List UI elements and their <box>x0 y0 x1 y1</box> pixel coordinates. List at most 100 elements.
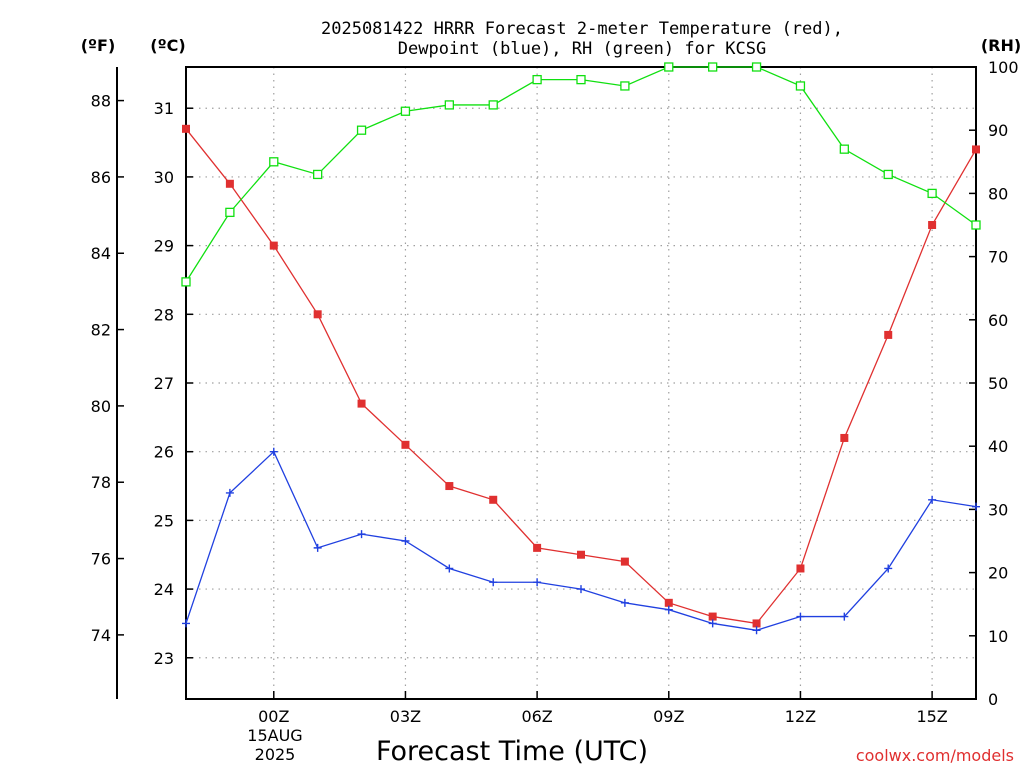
data-point <box>357 399 366 408</box>
celsius-tick-label: 30 <box>154 168 174 187</box>
axes: 74 76 78 80 82 84 86 88 23 24 25 26 27 28 29 30 31 0 10 20 3… <box>91 58 1019 726</box>
fahrenheit-tick-label: 88 <box>91 92 111 111</box>
x-tick-label: 03Z <box>390 707 421 726</box>
celsius-tick-label: 26 <box>154 443 174 462</box>
series-dewpoint <box>182 447 980 635</box>
fahrenheit-tick-label: 82 <box>91 321 111 340</box>
rh-tick-label: 70 <box>988 248 1008 267</box>
x-tick-label: 09Z <box>653 707 684 726</box>
celsius-unit-label: (ºC) <box>150 36 185 55</box>
data-point <box>577 585 585 594</box>
data-point <box>795 81 806 91</box>
celsius-tick-label: 23 <box>154 649 174 668</box>
date-label-year: 2025 <box>255 745 296 764</box>
data-point <box>269 241 278 250</box>
data-point <box>181 277 191 287</box>
rh-tick-label: 10 <box>988 627 1008 646</box>
data-point <box>182 124 190 133</box>
data-point <box>401 537 410 545</box>
fahrenheit-tick-label: 74 <box>91 626 111 645</box>
data-point <box>928 495 937 504</box>
fahrenheit-tick-label: 80 <box>91 397 111 416</box>
data-point <box>752 619 761 628</box>
x-tick-label: 12Z <box>785 707 816 726</box>
data-point <box>357 530 366 539</box>
x-axis-label: Forecast Time (UTC) <box>376 736 648 767</box>
data-point <box>488 100 498 110</box>
rh-tick-label: 0 <box>988 690 998 709</box>
data-point <box>313 310 322 319</box>
series-rh <box>181 62 981 287</box>
rh-tick-label: 80 <box>988 184 1008 203</box>
celsius-tick-label: 28 <box>154 305 174 324</box>
data-point <box>532 74 542 85</box>
data-point <box>796 612 805 621</box>
rh-unit-label: (RH) <box>981 36 1021 55</box>
data-point <box>356 125 367 135</box>
data-point <box>972 502 980 511</box>
data-point <box>708 619 717 628</box>
series-layer <box>181 62 981 635</box>
fahrenheit-tick-label: 78 <box>91 473 111 492</box>
data-point <box>840 612 849 621</box>
data-point <box>664 598 673 607</box>
data-point <box>444 100 454 110</box>
data-point <box>225 179 234 188</box>
celsius-tick-label: 25 <box>154 511 174 530</box>
rh-tick-label: 40 <box>988 437 1008 456</box>
series-temperature <box>182 124 980 628</box>
data-point <box>620 557 629 566</box>
data-point <box>708 612 717 621</box>
data-point <box>884 330 893 339</box>
data-point <box>489 578 498 587</box>
fahrenheit-tick-label: 84 <box>91 244 111 263</box>
rh-tick-label: 20 <box>988 564 1008 583</box>
data-point <box>927 188 937 199</box>
data-point <box>400 106 411 116</box>
data-point <box>884 564 893 573</box>
data-point <box>269 447 278 456</box>
data-point <box>972 145 980 154</box>
data-point <box>489 495 498 504</box>
series-line <box>185 66 977 283</box>
grid <box>186 67 976 699</box>
series-line <box>185 450 977 631</box>
series-line <box>185 128 977 625</box>
data-point <box>313 543 322 552</box>
rh-tick-label: 30 <box>988 500 1008 519</box>
data-point <box>533 578 542 587</box>
data-point <box>840 433 849 442</box>
data-point <box>313 169 323 180</box>
data-point <box>445 482 454 491</box>
fahrenheit-tick-label: 76 <box>91 550 111 569</box>
chart-title-line1: 2025081422 HRRR Forecast 2-meter Tempera… <box>321 19 843 39</box>
celsius-tick-label: 27 <box>154 374 174 393</box>
credit-text: coolwx.com/models <box>856 746 1014 765</box>
data-point <box>883 169 893 180</box>
celsius-tick-label: 24 <box>154 580 174 599</box>
data-point <box>401 440 410 449</box>
rh-tick-label: 60 <box>988 311 1008 330</box>
data-point <box>752 626 761 635</box>
data-point <box>577 550 585 559</box>
data-point <box>620 598 629 607</box>
celsius-tick-label: 29 <box>154 237 174 256</box>
data-point <box>796 564 805 573</box>
data-point <box>751 62 762 72</box>
data-point <box>445 564 454 573</box>
chart-title-line2: Dewpoint (blue), RH (green) for KCSG <box>398 39 766 59</box>
data-point <box>225 488 234 497</box>
fahrenheit-tick-label: 86 <box>91 168 111 187</box>
data-point <box>269 157 279 167</box>
x-tick-label: 06Z <box>521 707 552 726</box>
x-tick-label: 00Z <box>258 707 289 726</box>
data-point <box>971 220 981 230</box>
data-point <box>182 619 190 628</box>
rh-tick-label: 90 <box>988 121 1008 140</box>
data-point <box>225 207 235 218</box>
data-point <box>708 62 718 72</box>
data-point <box>620 81 630 91</box>
fahrenheit-unit-label: (ºF) <box>81 36 116 55</box>
data-point <box>839 144 849 154</box>
